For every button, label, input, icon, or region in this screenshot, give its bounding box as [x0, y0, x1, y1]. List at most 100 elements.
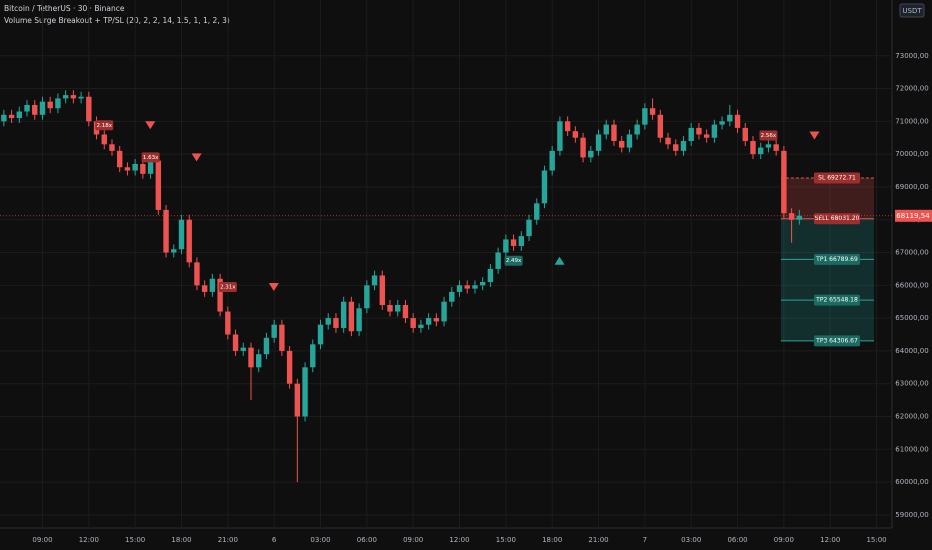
- surge-label: 2.18x: [97, 123, 113, 129]
- candle-body: [310, 344, 316, 368]
- surge-arrow: [268, 282, 279, 291]
- candle-body: [487, 268, 494, 283]
- x-tick-label: 18:00: [171, 536, 191, 544]
- candle-body: [479, 282, 486, 286]
- candle-body: [140, 163, 146, 174]
- last-price-tag: [895, 209, 932, 222]
- level-label: SL 69272.71: [818, 174, 856, 181]
- candle-body: [703, 134, 710, 138]
- candle-body: [232, 334, 239, 351]
- candle-body: [348, 301, 355, 332]
- candle-body: [302, 367, 308, 417]
- sl-zone: [780, 177, 874, 219]
- x-tick-label: 21:00: [218, 536, 238, 544]
- y-tick-label: 62000,00: [895, 412, 928, 420]
- candle-body: [680, 141, 687, 151]
- candle-body: [333, 318, 339, 328]
- currency-box[interactable]: [899, 3, 925, 18]
- x-tick-label: 7: [643, 536, 647, 544]
- candle-body: [665, 137, 671, 145]
- candle-body: [1, 114, 7, 122]
- candle-body: [472, 285, 478, 289]
- candle-body: [194, 262, 200, 286]
- candle-body: [279, 324, 285, 351]
- level-label: TP3 64306.67: [815, 337, 858, 344]
- candle-body: [32, 104, 38, 115]
- candle-body: [572, 131, 579, 138]
- candle-body: [526, 219, 532, 237]
- candle-body: [356, 308, 362, 332]
- x-tick-label: 03:00: [310, 536, 330, 544]
- x-tick-label: 12:00: [449, 536, 469, 544]
- x-tick-label: 09:00: [403, 536, 423, 544]
- candle-body: [364, 285, 370, 309]
- candle-body: [240, 347, 246, 351]
- candle-body: [402, 304, 409, 319]
- x-tick-label: 03:00: [681, 536, 701, 544]
- candle-body: [379, 275, 385, 305]
- x-tick-label: 09:00: [32, 536, 52, 544]
- candle-body: [163, 209, 169, 253]
- y-tick-label: 63000,00: [895, 380, 928, 388]
- candle-body: [147, 160, 154, 174]
- chart-title: Bitcoin / TetherUS · 30 · Binance: [4, 4, 125, 13]
- candle-body: [209, 278, 216, 292]
- candle-body: [719, 121, 725, 125]
- y-tick-label: 64000,00: [895, 347, 928, 355]
- candle-body: [201, 285, 208, 292]
- currency[interactable]: USDT: [902, 7, 922, 15]
- candle-body: [78, 96, 84, 99]
- candle-body: [340, 301, 347, 328]
- candle-body: [750, 141, 756, 155]
- candle-body: [549, 150, 555, 171]
- candle-body: [55, 98, 61, 109]
- candle-body: [186, 219, 192, 263]
- level-label: TP1 66789.69: [815, 256, 858, 263]
- candle-body: [626, 134, 633, 148]
- y-tick-label: 66000,00: [895, 281, 928, 289]
- y-tick-label: 71000,00: [895, 117, 928, 125]
- candle-body: [70, 95, 77, 99]
- candle-body: [24, 104, 30, 112]
- candle-body: [541, 170, 548, 204]
- candle-body: [673, 144, 679, 151]
- candle-body: [742, 127, 748, 142]
- level-label: SELL 68031.20: [815, 215, 860, 222]
- candle-body: [534, 203, 540, 220]
- candle-body: [518, 236, 524, 246]
- x-tick-label: 12:00: [820, 536, 840, 544]
- level-tag: [814, 294, 860, 306]
- candle-body: [688, 127, 694, 142]
- candle-body: [62, 95, 69, 99]
- candle-body: [155, 160, 162, 210]
- surge-tag: [218, 281, 237, 292]
- candle-body: [171, 249, 177, 253]
- surge-tag: [759, 130, 778, 141]
- candle-body: [642, 108, 648, 125]
- y-tick-label: 67000,00: [895, 249, 928, 257]
- candle-body: [433, 318, 440, 322]
- last-price-label: 68119,54: [896, 212, 930, 220]
- candle-body: [425, 318, 432, 325]
- surge-arrow: [809, 131, 820, 140]
- candle-body: [410, 318, 416, 328]
- candle-body: [618, 141, 625, 148]
- candle-body: [765, 144, 772, 148]
- surge-tag: [95, 120, 114, 131]
- candle-body: [117, 150, 123, 168]
- candle-body: [286, 350, 293, 384]
- candle-body: [657, 114, 664, 138]
- candle-body: [256, 354, 262, 368]
- y-tick-label: 59000,00: [895, 511, 928, 519]
- x-tick-label: 09:00: [774, 536, 794, 544]
- candle-body: [580, 137, 586, 158]
- x-tick-label: 06:00: [357, 536, 377, 544]
- level-tag: [814, 172, 860, 184]
- candle-body: [317, 324, 324, 345]
- candle-body: [711, 124, 718, 138]
- candle-body: [758, 147, 764, 155]
- surge-label: 1.63x: [143, 155, 159, 161]
- candle-body: [294, 383, 301, 417]
